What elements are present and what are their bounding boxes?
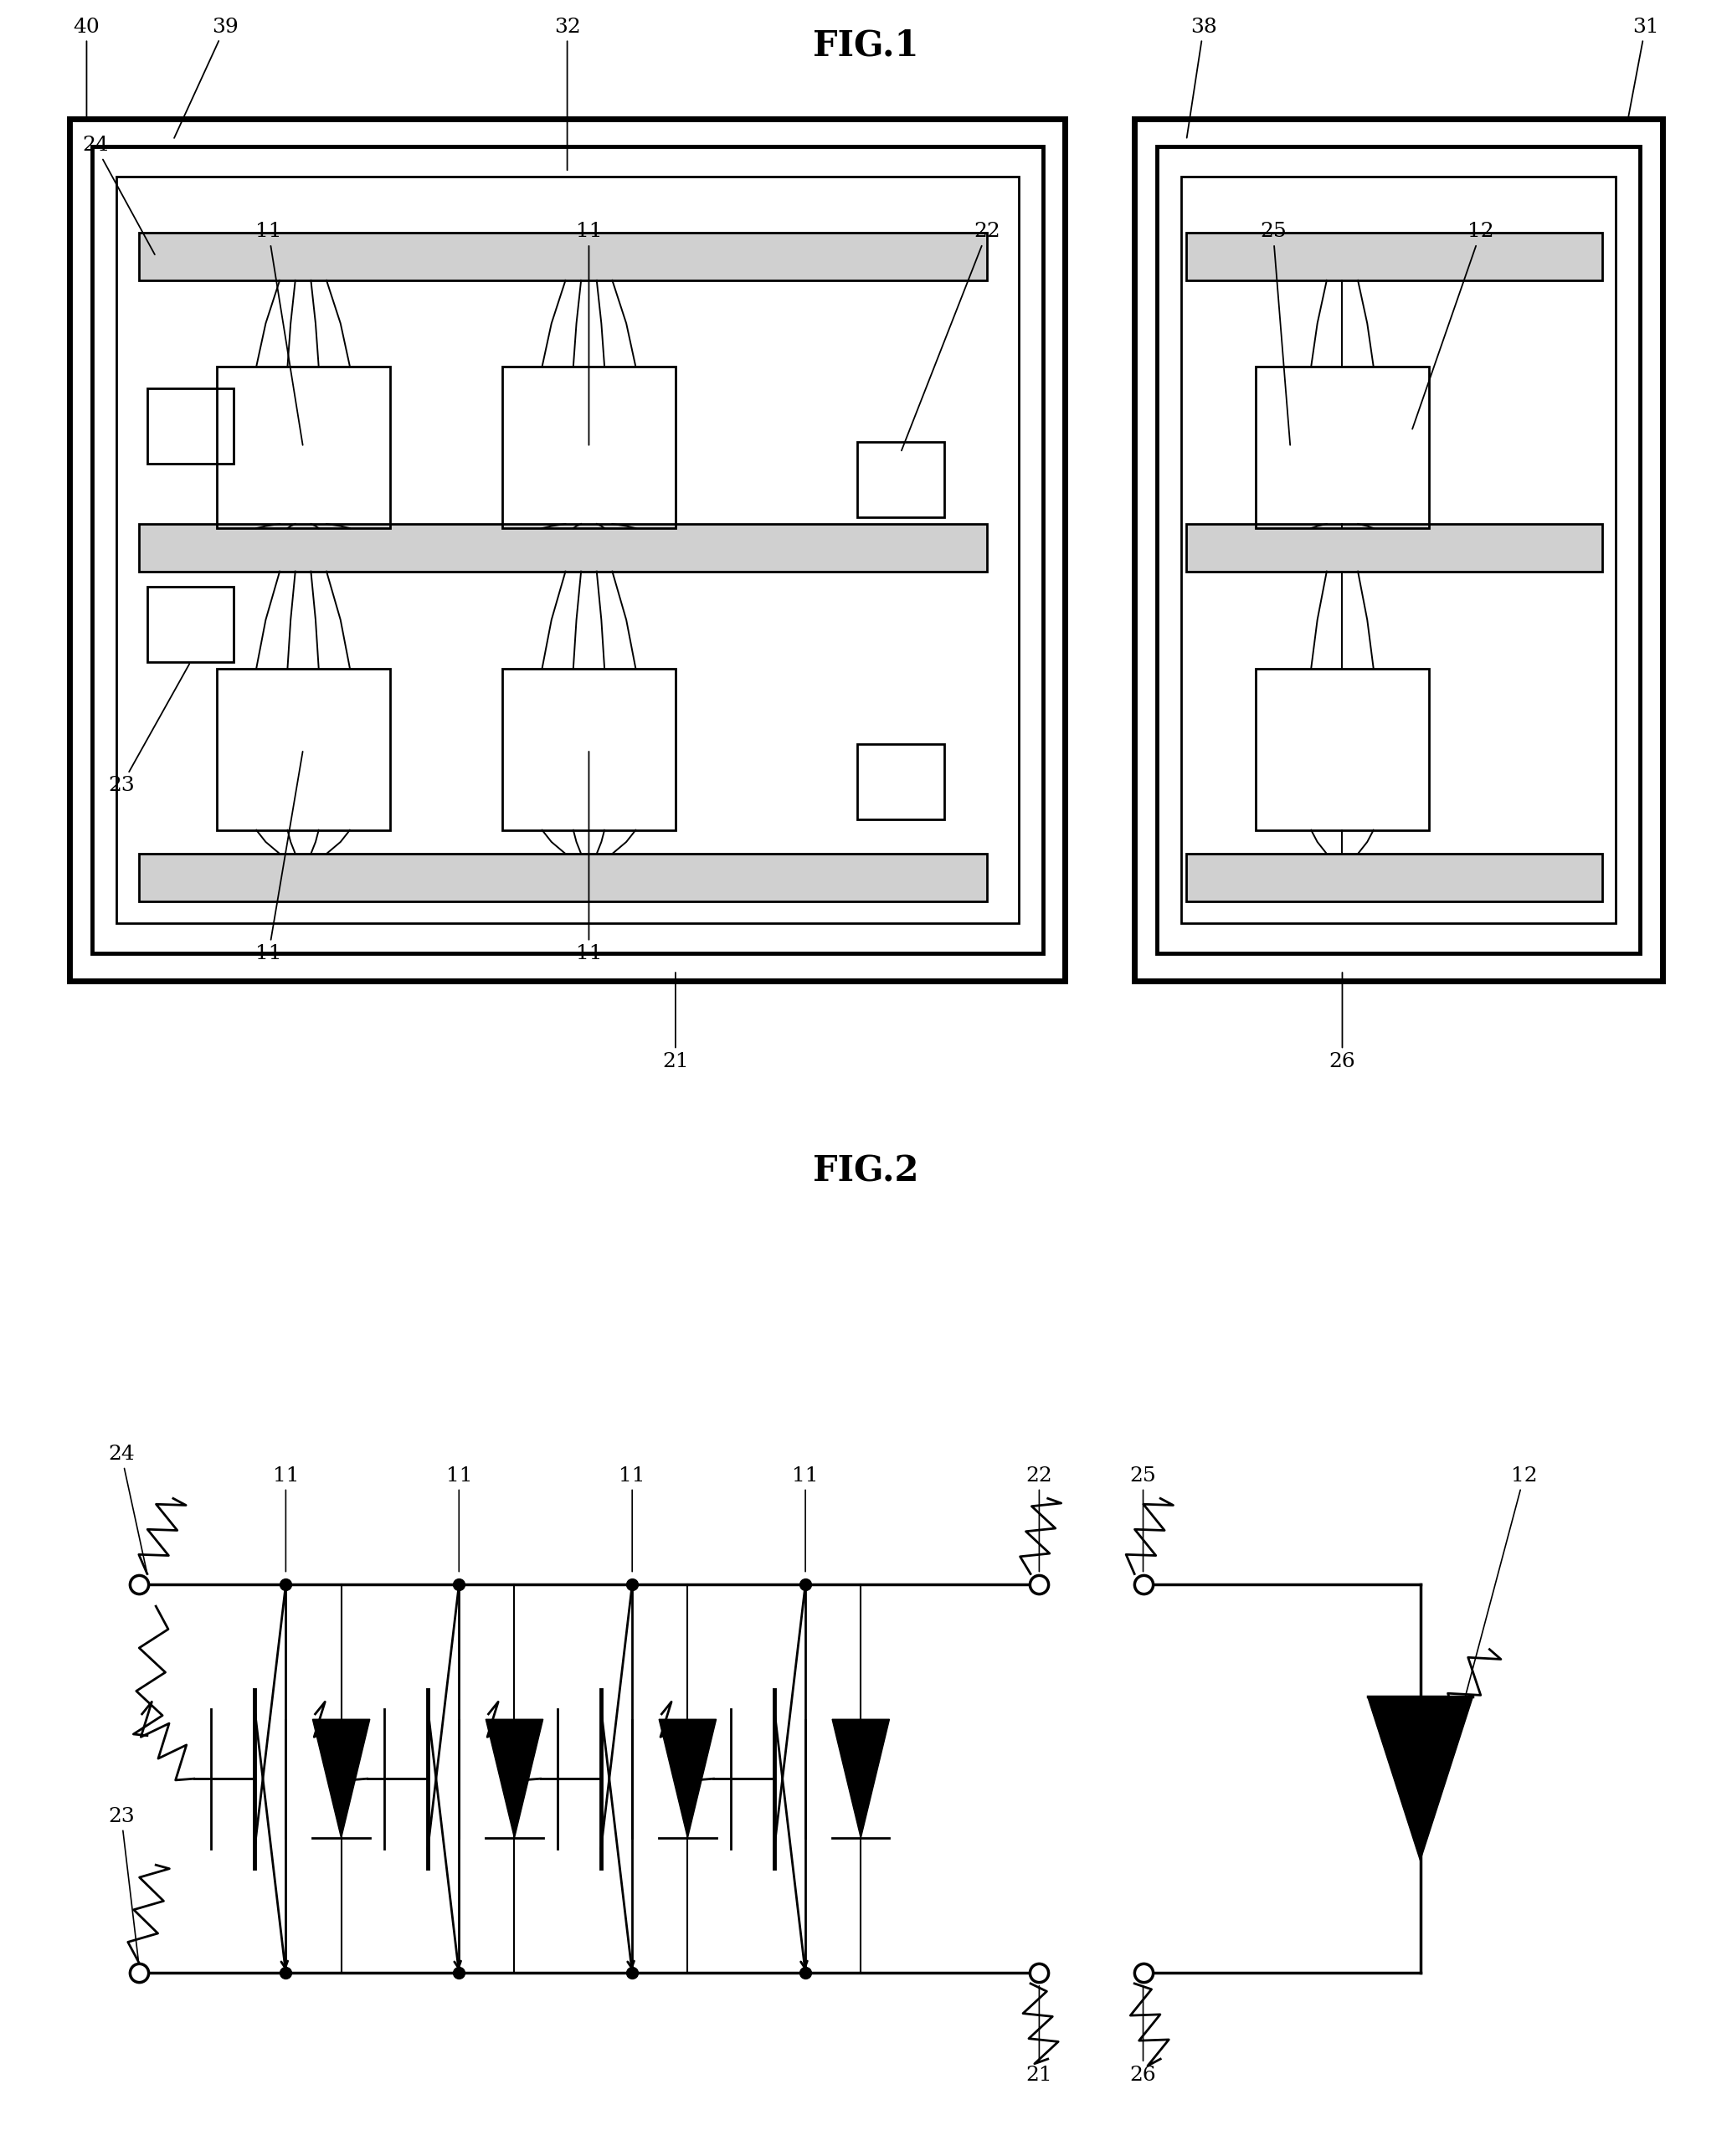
Text: 11: 11: [445, 1466, 473, 1572]
Bar: [1186, 524, 1602, 571]
Bar: [216, 668, 390, 830]
Bar: [216, 367, 390, 528]
Bar: [857, 442, 944, 517]
Bar: [139, 524, 987, 571]
Polygon shape: [1368, 1697, 1472, 1861]
Text: 24: 24: [107, 1445, 147, 1572]
Bar: [69, 119, 1065, 981]
Text: 32: 32: [554, 17, 580, 170]
Text: FIG.1: FIG.1: [812, 28, 920, 63]
Text: 23: 23: [107, 1807, 139, 1960]
Text: 40: 40: [73, 17, 100, 116]
Text: 11: 11: [618, 1466, 646, 1572]
Bar: [1186, 854, 1602, 901]
Text: 25: 25: [1129, 1466, 1157, 1572]
Text: 31: 31: [1628, 17, 1659, 116]
Text: 12: 12: [1412, 222, 1495, 429]
Text: 25: 25: [1259, 222, 1290, 444]
Text: 11: 11: [575, 222, 603, 444]
Text: 11: 11: [272, 1466, 300, 1572]
Bar: [1186, 233, 1602, 280]
Text: 23: 23: [107, 664, 189, 796]
Bar: [1181, 177, 1616, 923]
Text: 38: 38: [1186, 17, 1218, 138]
Bar: [139, 854, 987, 901]
Text: 22: 22: [901, 222, 1001, 451]
Text: 24: 24: [81, 136, 154, 254]
Bar: [147, 586, 234, 662]
Text: 11: 11: [575, 752, 603, 964]
Text: 21: 21: [1025, 1986, 1053, 2085]
Polygon shape: [831, 1718, 890, 1839]
Bar: [1134, 119, 1663, 981]
Bar: [502, 668, 675, 830]
Bar: [139, 233, 987, 280]
Text: 21: 21: [662, 972, 689, 1072]
Text: FIG.2: FIG.2: [812, 1153, 920, 1188]
Bar: [1256, 367, 1429, 528]
Text: 39: 39: [175, 17, 239, 138]
Text: 11: 11: [255, 222, 303, 444]
Text: 26: 26: [1328, 972, 1356, 1072]
Bar: [1157, 147, 1640, 953]
Text: 11: 11: [255, 752, 303, 964]
Bar: [147, 388, 234, 464]
Polygon shape: [485, 1718, 544, 1839]
Polygon shape: [312, 1718, 371, 1839]
Polygon shape: [658, 1718, 717, 1839]
Bar: [502, 367, 675, 528]
Bar: [857, 744, 944, 819]
Text: 26: 26: [1129, 1986, 1157, 2085]
Bar: [116, 177, 1018, 923]
Text: 12: 12: [1455, 1466, 1538, 1733]
Text: 22: 22: [1025, 1466, 1053, 1572]
Text: 11: 11: [792, 1466, 819, 1572]
Bar: [92, 147, 1043, 953]
Bar: [1256, 668, 1429, 830]
